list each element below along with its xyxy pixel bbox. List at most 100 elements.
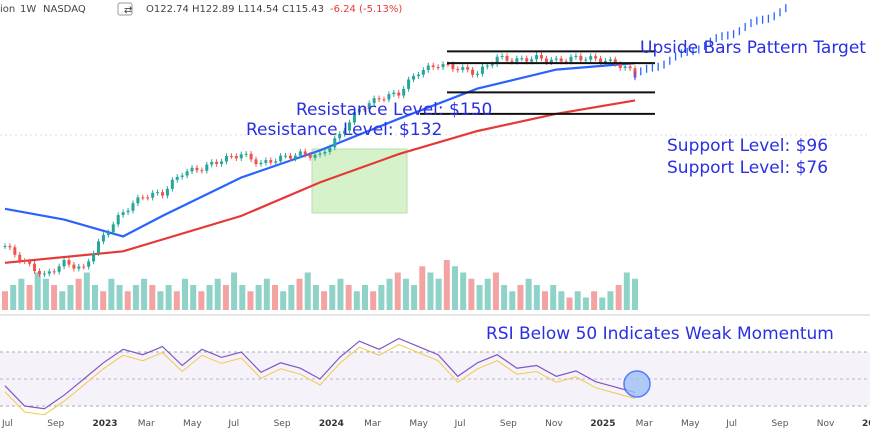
settings-icon-glyph: ⇄ (124, 5, 132, 16)
x-tick-label: Sep (771, 419, 788, 429)
candle-body (392, 92, 396, 95)
candle-body (47, 271, 51, 274)
volume-bar (542, 291, 548, 310)
candle-body (254, 159, 258, 165)
candle-body (367, 103, 371, 110)
candle-body (264, 160, 268, 163)
candle-body (249, 153, 253, 160)
volume-bar (337, 278, 344, 310)
volume-bar (165, 285, 172, 310)
annotation-resistance-132: Resistance Level: $132 (246, 120, 442, 140)
candle-body (416, 74, 420, 77)
volume-bar (566, 297, 573, 310)
candle-body (8, 246, 12, 248)
x-tick-label: Mar (138, 419, 155, 429)
change-value: -6.24 (-5.13%) (330, 4, 402, 15)
volume-bar (2, 291, 8, 310)
volume-bar (386, 278, 393, 310)
volume-bar (525, 278, 532, 310)
volume-bar (206, 285, 213, 310)
candle-body (234, 156, 238, 159)
candle-body (215, 161, 219, 165)
candle-body (200, 170, 204, 172)
levels-layer (420, 50, 655, 115)
close-value: C115.43 (282, 4, 324, 15)
candle-body (92, 253, 96, 262)
x-tick-label: Jul (227, 419, 239, 429)
candle-body (618, 63, 622, 69)
candle-body (156, 192, 160, 194)
interval-label[interactable]: 1W (20, 4, 36, 15)
volume-bar (141, 278, 148, 310)
candle-body (131, 203, 135, 211)
volume-bar (460, 272, 467, 310)
settings-icon[interactable] (117, 2, 133, 16)
candle-body (407, 79, 411, 89)
candle-body (466, 67, 470, 70)
candle-body (303, 151, 307, 155)
volume-bar (190, 285, 197, 310)
candle-body (451, 64, 455, 70)
candle-body (352, 112, 356, 123)
x-tick-label: Nov (545, 419, 563, 429)
candle-body (549, 59, 553, 63)
candle-body (313, 154, 317, 158)
candle-body (67, 260, 71, 265)
candle-body (210, 161, 214, 165)
x-tick-label: Sep (274, 419, 291, 429)
volume-bar (10, 285, 17, 310)
candle-body (97, 241, 101, 254)
volume-bar (280, 291, 287, 310)
volume-bar (51, 285, 58, 310)
candle-body (239, 154, 243, 159)
exchange-label: NASDAQ (43, 4, 86, 15)
candle-body (52, 271, 56, 273)
volume-bar (484, 278, 491, 310)
candle-body (559, 58, 563, 62)
candle-body (293, 155, 297, 159)
x-tick-label: 2024 (319, 419, 344, 429)
grid-layer (0, 134, 870, 407)
volume-bar (247, 291, 254, 310)
volume-bar (443, 260, 450, 310)
x-tick-label: Mar (364, 419, 381, 429)
candle-body (151, 192, 155, 198)
rsi-line (4, 337, 636, 410)
candle-body (82, 266, 86, 268)
candle-body (377, 98, 381, 100)
candle-body (471, 69, 475, 75)
x-axis: Jul Sep 2023 Mar May Jul Sep 2024 Mar May Jul Sep No… (1, 419, 870, 429)
candle-body (244, 153, 248, 155)
volume-bar (59, 291, 66, 310)
annotation-rsi: RSI Below 50 Indicates Weak Momentum (486, 324, 834, 344)
candles-layer (3, 52, 637, 277)
candle-body (333, 138, 337, 148)
candle-body (343, 130, 347, 134)
candle-body (259, 162, 263, 165)
x-tick-label: Sep (47, 419, 64, 429)
candle-body (584, 59, 588, 61)
x-tick-label: Nov (817, 419, 835, 429)
annotation-support-96: Support Level: $96 (667, 136, 828, 156)
candle-body (106, 232, 110, 235)
volume-bar (435, 278, 442, 310)
candle-body (382, 99, 386, 101)
candle-body (387, 94, 391, 100)
volume-bar (550, 285, 557, 310)
projection-layer (634, 4, 787, 80)
volume-bar (182, 278, 188, 310)
volume-bar (42, 278, 49, 310)
annotation-upside-target: Upside Bars Pattern Target (640, 38, 866, 58)
candle-body (136, 197, 140, 204)
volume-bar (214, 278, 221, 310)
candle-body (594, 56, 598, 59)
candle-body (544, 58, 548, 63)
candle-body (574, 55, 578, 57)
volume-layer (2, 260, 638, 310)
candle-body (87, 261, 91, 267)
candle-body (525, 58, 529, 62)
candle-body (510, 60, 514, 62)
low-value: L114.54 (238, 4, 279, 15)
candle-body (505, 55, 509, 61)
volume-bar (272, 285, 278, 310)
